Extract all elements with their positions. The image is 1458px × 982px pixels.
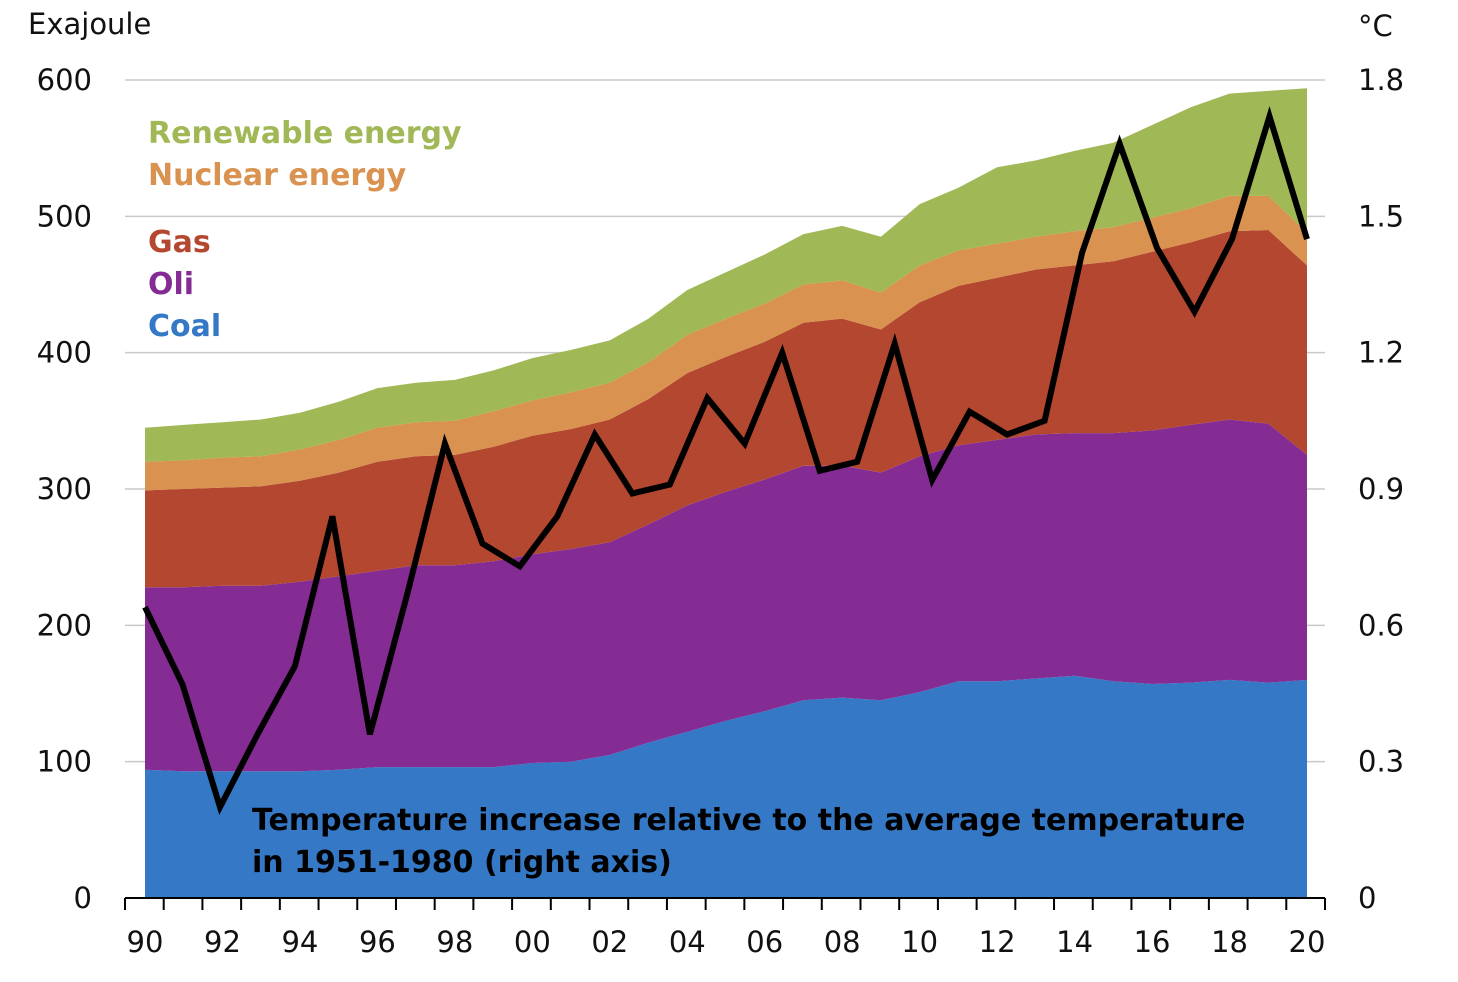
stacked-areas [145, 88, 1307, 898]
x-tick-label: 00 [514, 925, 551, 959]
x-tick-label: 18 [1211, 925, 1248, 959]
left-tick-label: 100 [37, 745, 92, 779]
x-tick-label: 92 [204, 925, 241, 959]
right-tick-label: 0.6 [1358, 608, 1404, 642]
annotation-line-2: in 1951-1980 (right axis) [252, 845, 672, 880]
x-tick-label: 08 [824, 925, 861, 959]
legend: Renewable energy Nuclear energy Gas Oli … [148, 116, 462, 344]
temperature-line [142, 106, 1310, 816]
left-tick-label: 600 [37, 63, 92, 97]
legend-gas: Gas [148, 225, 211, 260]
x-tick-label: 90 [127, 925, 164, 959]
area-nuclear-energy [145, 195, 1307, 491]
legend-renewable-energy: Renewable energy [148, 116, 462, 151]
area-gas [145, 230, 1307, 588]
legend-coal: Coal [148, 309, 221, 344]
left-tick-label: 200 [37, 608, 92, 642]
right-tick-label: 0.3 [1358, 745, 1404, 779]
legend-oil: Oli [148, 267, 194, 302]
right-tick-label: 1.5 [1358, 199, 1404, 233]
x-tick-label: 10 [901, 925, 938, 959]
left-tick-label: 500 [37, 199, 92, 233]
area-renewable-energy [145, 88, 1307, 462]
x-tick-label: 16 [1134, 925, 1171, 959]
left-axis-title: Exajoule [28, 7, 151, 41]
left-tick-label: 300 [37, 472, 92, 506]
annotation-line-1: Temperature increase relative to the ave… [252, 803, 1245, 838]
right-axis-title: °C [1358, 9, 1393, 43]
x-tick-label: 98 [436, 925, 473, 959]
x-tick-label: 12 [979, 925, 1016, 959]
x-tick-label: 14 [1056, 925, 1093, 959]
x-tick-label: 94 [281, 925, 318, 959]
x-tick-label: 96 [359, 925, 396, 959]
x-tick-label: 06 [746, 925, 783, 959]
left-tick-label: 0 [74, 881, 92, 915]
area-oli [145, 419, 1307, 772]
right-tick-label: 0 [1358, 881, 1376, 915]
right-tick-label: 1.2 [1358, 336, 1404, 370]
right-tick-label: 0.9 [1358, 472, 1404, 506]
x-tick-label: 02 [591, 925, 628, 959]
temperature-line-layer [142, 106, 1310, 816]
right-tick-label: 1.8 [1358, 63, 1404, 97]
area-coal [145, 675, 1307, 898]
legend-nuclear-energy: Nuclear energy [148, 158, 407, 193]
x-tick-label: 20 [1289, 925, 1326, 959]
x-tick-label: 04 [669, 925, 706, 959]
left-tick-label: 400 [37, 336, 92, 370]
